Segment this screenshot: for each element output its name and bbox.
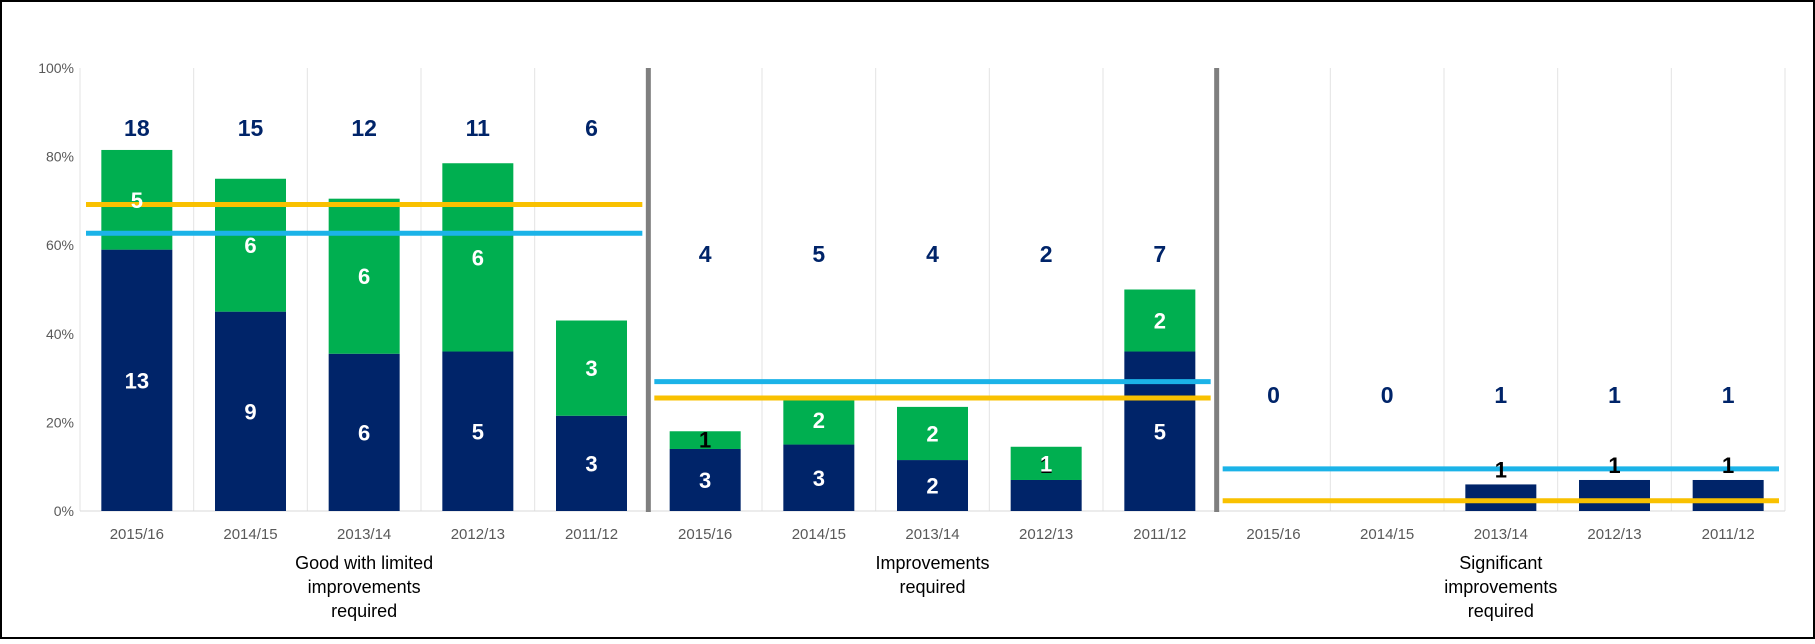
group-label: improvements [308, 577, 421, 597]
total-label: 1 [1608, 382, 1621, 408]
group-label: improvements [1444, 577, 1557, 597]
top-segment-label: 6 [358, 264, 370, 289]
total-label: 2 [1040, 241, 1053, 267]
total-label: 6 [585, 115, 598, 141]
x-tick-label: 2012/13 [1587, 526, 1641, 543]
bottom-segment-label: 3 [813, 466, 825, 491]
total-label: 7 [1153, 241, 1166, 267]
y-tick-label: 80% [46, 149, 74, 165]
total-label: 12 [351, 115, 377, 141]
total-label: 18 [124, 115, 150, 141]
bottom-segment-label: 9 [244, 399, 256, 424]
top-segment-label: 3 [585, 356, 597, 381]
top-segment-label: 2 [926, 421, 938, 446]
top-segment-label: 6 [472, 245, 484, 270]
x-tick-label: 2015/16 [110, 526, 164, 543]
top-segment-label: 6 [244, 233, 256, 258]
bottom-segment-label: 1 [1608, 453, 1620, 478]
x-tick-label: 2013/14 [337, 526, 391, 543]
group-label: Significant [1459, 553, 1542, 573]
top-segment-label: 1 [1040, 451, 1052, 476]
x-tick-label: 2014/15 [1360, 526, 1414, 543]
x-tick-label: 2011/12 [1702, 526, 1755, 543]
group-label: required [331, 601, 397, 621]
bottom-segment-label: 5 [472, 419, 484, 444]
total-label: 1 [1722, 382, 1735, 408]
x-tick-label: 2014/15 [792, 526, 846, 543]
total-label: 4 [699, 241, 712, 267]
bottom-segment-label: 5 [1154, 419, 1166, 444]
group-label: required [899, 577, 965, 597]
bottom-segment-label: 3 [585, 451, 597, 476]
bar-segment-bottom [1579, 480, 1650, 511]
x-tick-label: 2012/13 [1019, 526, 1073, 543]
top-segment-label: 5 [131, 188, 143, 213]
group-label: Improvements [875, 553, 989, 573]
x-tick-label: 2011/12 [565, 526, 618, 543]
total-label: 5 [812, 241, 825, 267]
group-label: Good with limited [295, 553, 433, 573]
x-tick-label: 2014/15 [223, 526, 277, 543]
bar-segment-bottom [1465, 484, 1536, 511]
x-tick-label: 2013/14 [1474, 526, 1528, 543]
total-label: 4 [926, 241, 939, 267]
bar-segment-bottom [1011, 480, 1082, 511]
bottom-segment-label: 2 [926, 474, 938, 499]
y-tick-label: 60% [46, 237, 74, 253]
top-segment-label: 1 [699, 427, 711, 452]
x-tick-label: 2012/13 [451, 526, 505, 543]
y-tick-label: 100% [38, 60, 74, 76]
x-tick-label: 2013/14 [905, 526, 959, 543]
x-tick-label: 2015/16 [1246, 526, 1300, 543]
bottom-segment-label: 3 [699, 468, 711, 493]
bottom-segment-label: 6 [358, 420, 370, 445]
x-tick-label: 2011/12 [1133, 526, 1186, 543]
bar-segment-bottom [1693, 480, 1764, 511]
x-tick-label: 2015/16 [678, 526, 732, 543]
y-tick-label: 40% [46, 326, 74, 342]
top-segment-label: 2 [813, 408, 825, 433]
total-label: 0 [1381, 382, 1394, 408]
total-label: 0 [1267, 382, 1280, 408]
group-label: required [1468, 601, 1534, 621]
y-tick-label: 20% [46, 414, 74, 430]
total-label: 1 [1494, 382, 1507, 408]
total-label: 15 [238, 115, 264, 141]
y-tick-label: 0% [54, 503, 74, 519]
top-segment-label: 2 [1154, 309, 1166, 334]
bottom-segment-label: 1 [1722, 453, 1734, 478]
bottom-segment-label: 13 [125, 368, 149, 393]
bottom-segment-label: 1 [1495, 457, 1507, 482]
total-label: 11 [466, 115, 491, 141]
